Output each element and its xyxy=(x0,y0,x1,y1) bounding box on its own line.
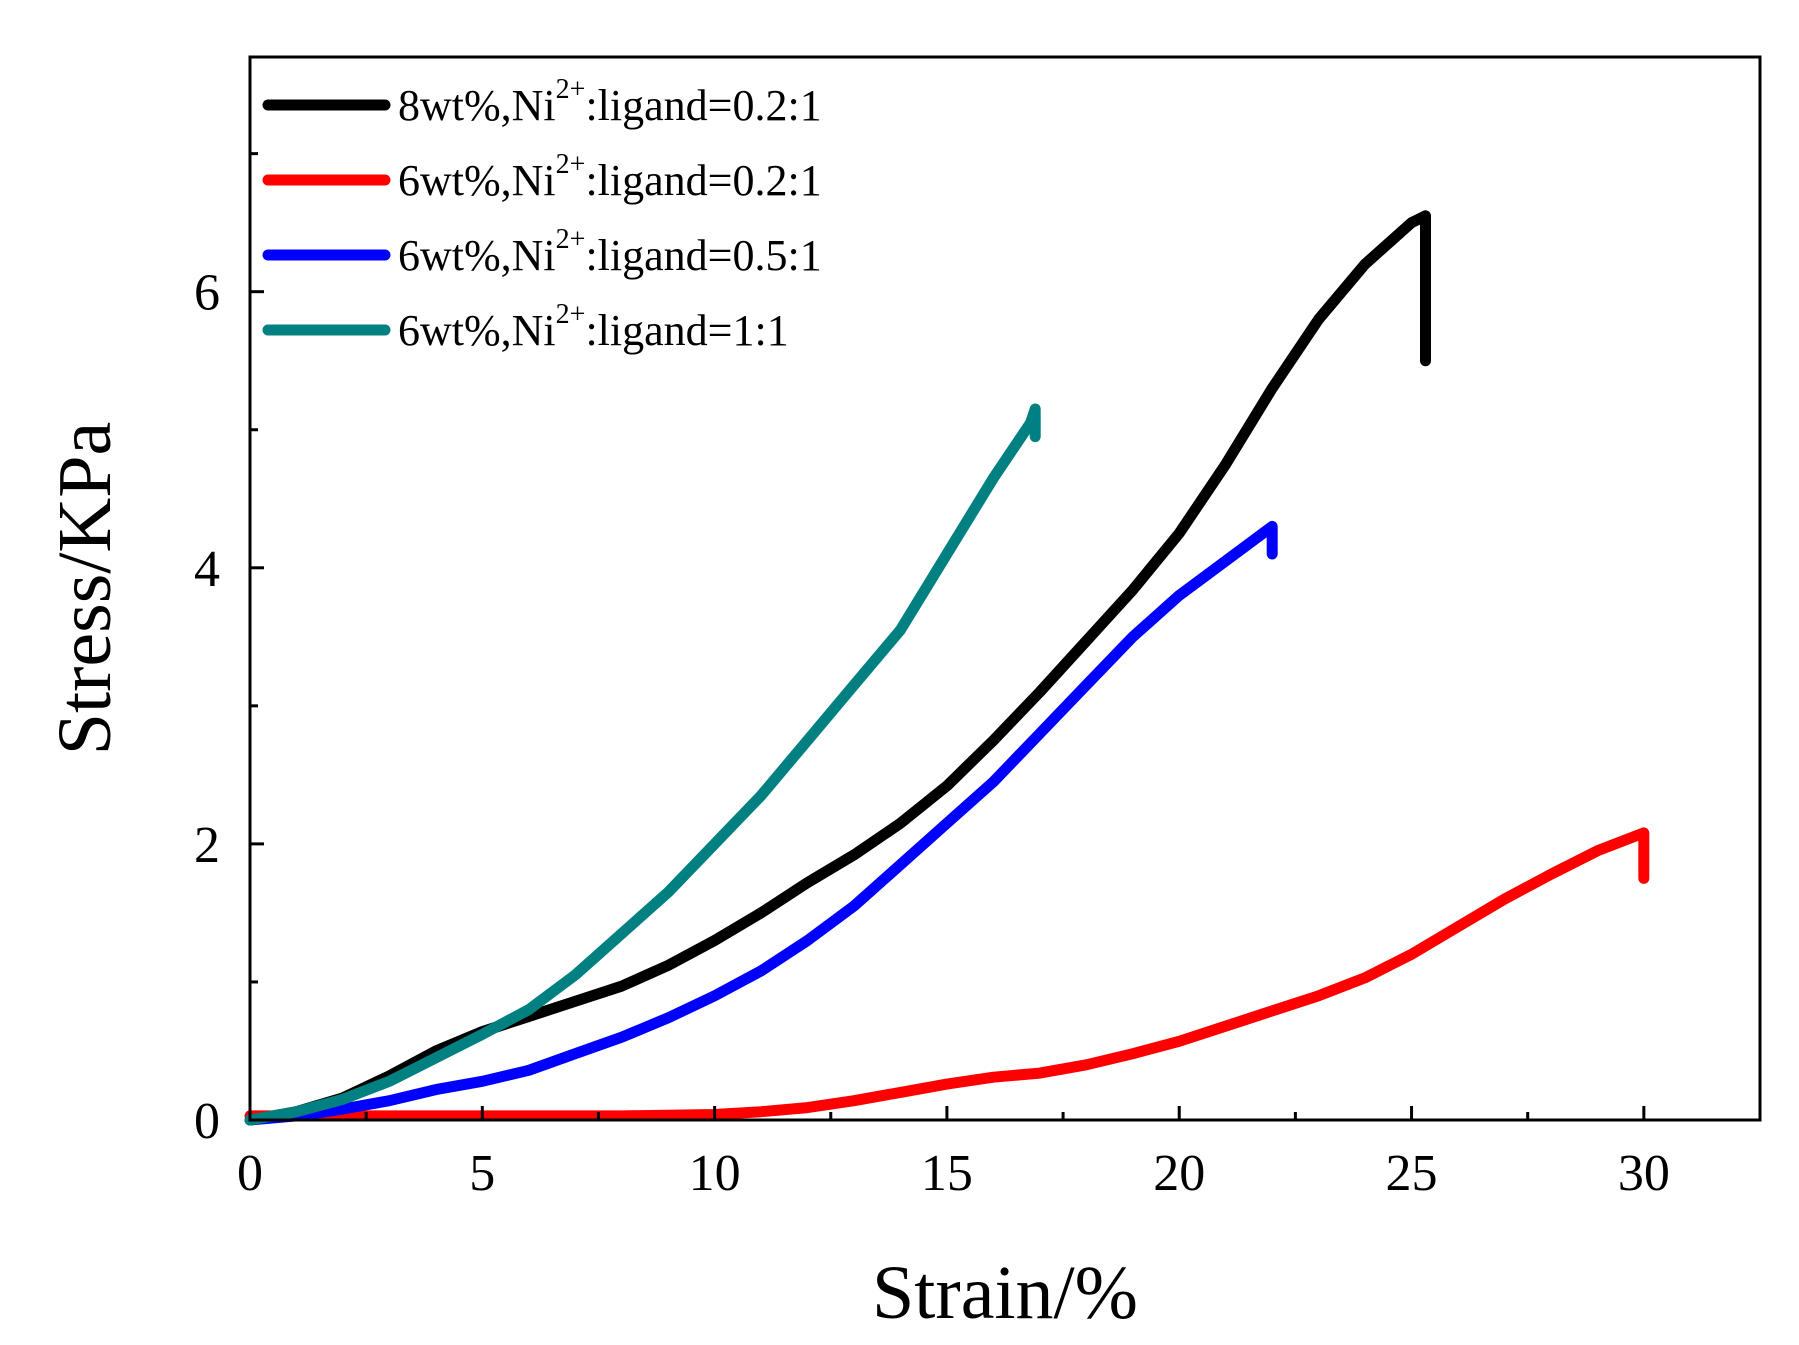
x-tick-label: 25 xyxy=(1386,1145,1438,1202)
legend-label-ratio: :ligand=1:1 xyxy=(585,306,788,355)
y-tick-label: 0 xyxy=(194,1093,220,1150)
series-line-4 xyxy=(244,403,1041,1126)
plot-frame xyxy=(248,55,1762,1122)
x-tick-label: 30 xyxy=(1618,1145,1670,1202)
legend-label-main: 6wt%,Ni xyxy=(398,156,556,205)
series-line-2 xyxy=(244,827,1650,1122)
legend-label-superscript: 2+ xyxy=(556,149,586,180)
series-line-3 xyxy=(244,520,1278,1126)
y-axis-ticks: 0 2 4 6 xyxy=(194,152,264,1150)
legend-label-main: 6wt%,Ni xyxy=(398,231,556,280)
legend-label-2: 6wt%,Ni2+:ligand=0.2:1 xyxy=(398,149,822,205)
legend-label-ratio: :ligand=0.2:1 xyxy=(585,81,821,130)
x-tick-label: 5 xyxy=(469,1145,495,1202)
x-tick-label: 10 xyxy=(689,1145,741,1202)
x-tick-label: 15 xyxy=(921,1145,973,1202)
y-tick-label: 4 xyxy=(194,541,220,598)
legend-label-3: 6wt%,Ni2+:ligand=0.5:1 xyxy=(398,224,822,280)
x-axis-title: Strain/% xyxy=(872,1251,1138,1335)
x-tick-label: 20 xyxy=(1153,1145,1205,1202)
y-tick-label: 6 xyxy=(194,265,220,322)
legend-label-superscript: 2+ xyxy=(556,299,586,330)
x-axis-ticks: 0 5 10 15 20 25 30 xyxy=(237,1106,1670,1202)
legend-label-main: 8wt%,Ni xyxy=(398,81,556,130)
legend-label-4: 6wt%,Ni2+:ligand=1:1 xyxy=(398,299,789,355)
series-layer xyxy=(244,210,1650,1126)
legend-label-superscript: 2+ xyxy=(556,224,586,255)
legend-label-ratio: :ligand=0.2:1 xyxy=(585,156,821,205)
legend-label-main: 6wt%,Ni xyxy=(398,306,556,355)
legend: 8wt%,Ni2+:ligand=0.2:16wt%,Ni2+:ligand=0… xyxy=(262,74,822,355)
x-tick-label: 0 xyxy=(237,1145,263,1202)
y-tick-label: 2 xyxy=(194,817,220,874)
legend-label-ratio: :ligand=0.5:1 xyxy=(585,231,821,280)
legend-label-1: 8wt%,Ni2+:ligand=0.2:1 xyxy=(398,74,822,130)
legend-label-superscript: 2+ xyxy=(556,74,586,105)
y-axis-title: Stress/KPa xyxy=(43,422,127,756)
